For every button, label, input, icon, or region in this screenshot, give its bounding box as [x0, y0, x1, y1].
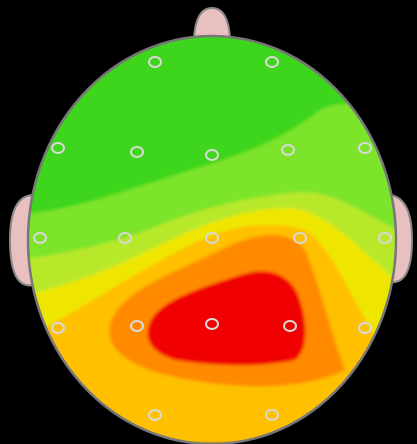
electrode [148, 409, 162, 421]
electrode [358, 322, 372, 334]
electrode [265, 409, 279, 421]
band-red [147, 271, 306, 366]
electrode [51, 142, 65, 154]
electrodes [33, 56, 392, 421]
electrode [265, 56, 279, 68]
electrode [358, 142, 372, 154]
electrode [51, 322, 65, 334]
electrode [148, 56, 162, 68]
electrode [378, 232, 392, 244]
head-outline [26, 34, 398, 444]
nose [192, 6, 232, 39]
electrode [293, 232, 307, 244]
electrode [33, 232, 47, 244]
electrode [205, 232, 219, 244]
electrode [205, 318, 219, 330]
electrode [130, 146, 144, 158]
electrode [281, 144, 295, 156]
electrode [130, 320, 144, 332]
electrode [283, 320, 297, 332]
electrode [205, 149, 219, 161]
electrode [118, 232, 132, 244]
